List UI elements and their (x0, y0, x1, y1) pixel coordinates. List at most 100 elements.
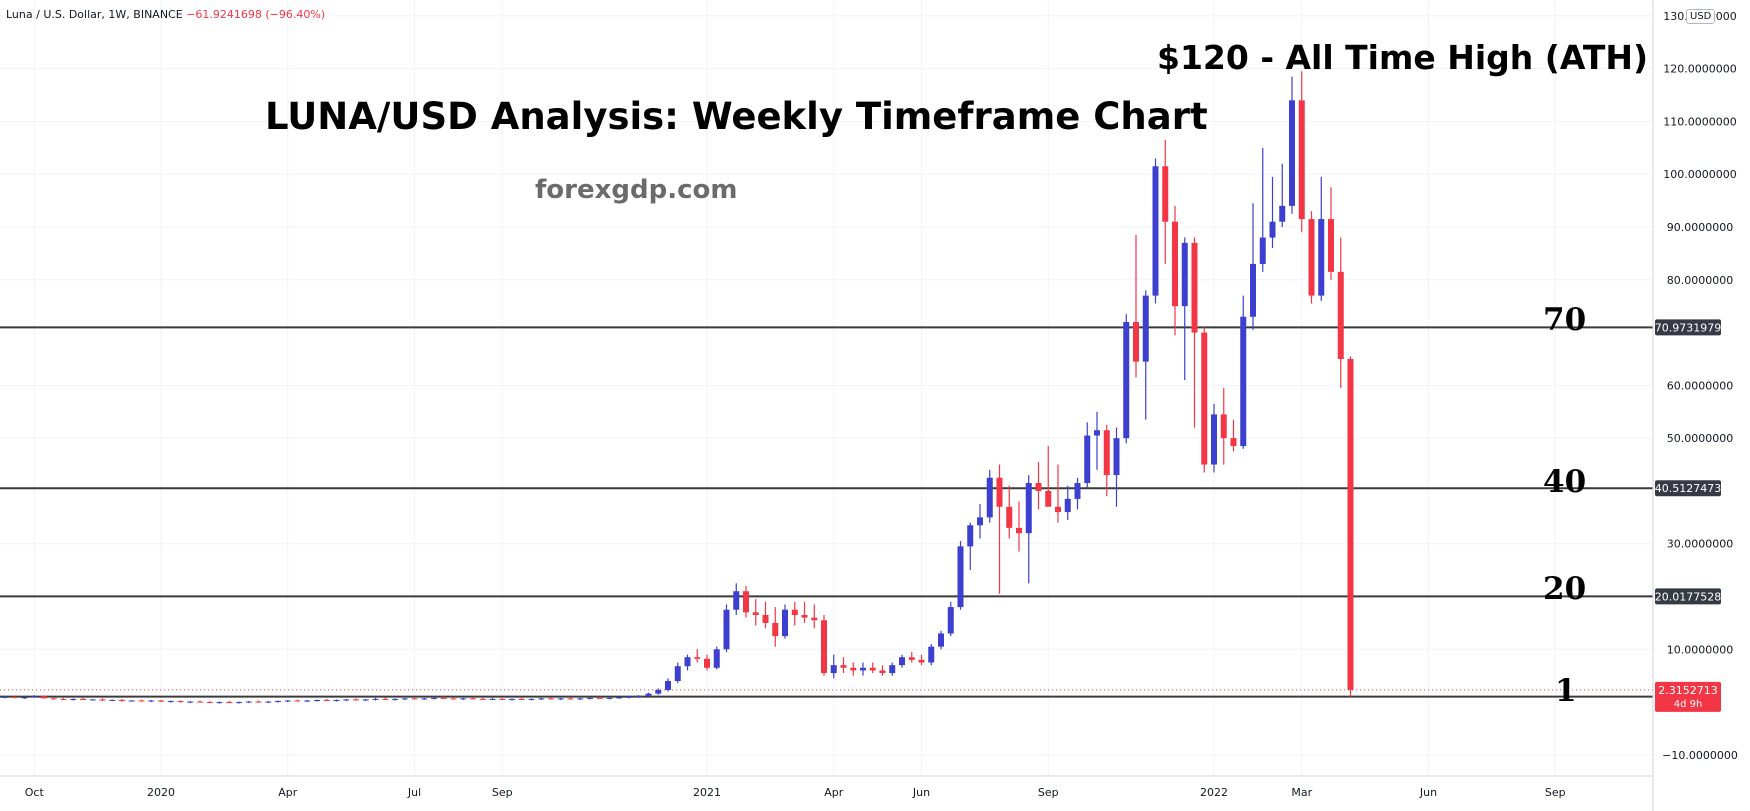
candle-body (840, 665, 847, 668)
candle-body (362, 699, 369, 701)
candle-body (791, 609, 798, 615)
last-price-badge-text: 2.3152713 (1658, 684, 1718, 697)
candle-body (655, 689, 662, 694)
candle-body (1337, 271, 1344, 359)
candle-body (811, 617, 818, 621)
candle-body (1064, 498, 1071, 513)
candle-body (986, 477, 993, 518)
candle-body (947, 607, 954, 634)
horizontal-levels (0, 326, 1653, 698)
price-tick-label: −10.0000000 (1662, 749, 1738, 762)
candle-body (1211, 414, 1217, 465)
level-price-badge-text: 70.9731979 (1655, 321, 1721, 334)
candle-body (704, 658, 710, 668)
candle-body (1142, 295, 1149, 362)
time-axis[interactable]: Oct 2020 Apr Jul Sep 2021 Apr Jun Sep 2022 Mar Jun S… (25, 786, 1566, 799)
candle-body (294, 700, 301, 702)
candle-body (1152, 166, 1159, 296)
candle-body (509, 698, 515, 700)
currency-badge[interactable]: USD (1686, 9, 1716, 24)
candle-body (1191, 242, 1198, 333)
price-badges: 70.973197940.512747320.01775281.02697812… (1655, 319, 1721, 712)
candle-body (743, 591, 749, 613)
price-axis[interactable]: 130.0000000120.0000000110.0000000100.000… (1662, 10, 1738, 762)
candle-body (1269, 221, 1276, 238)
candle-body (528, 698, 535, 700)
candle-body (1318, 219, 1325, 296)
candle-body (938, 633, 944, 647)
price-tick-label: 30.0000000 (1667, 538, 1733, 551)
candle-body (1055, 506, 1061, 513)
time-tick-label: 2022 (1200, 786, 1228, 799)
candle-body (801, 614, 808, 618)
candle-body (1162, 166, 1169, 222)
time-tick-label: Apr (278, 786, 298, 799)
candle-body (421, 698, 428, 700)
candle-body (50, 698, 57, 700)
time-tick-label: Oct (25, 786, 45, 799)
candle-body (830, 665, 837, 674)
candle-body (333, 699, 340, 701)
candle-body (616, 697, 623, 699)
candle-body (41, 696, 47, 699)
candle-body (158, 700, 164, 702)
candle-body (450, 698, 457, 700)
chart-title: LUNA/USD Analysis: Weekly Timeframe Char… (265, 95, 1208, 138)
candle-body (713, 649, 720, 668)
candle-body (645, 693, 652, 696)
candle-body (109, 699, 116, 701)
symbol-legend[interactable]: Luna / U.S. Dollar, 1W, BINANCE −61.9241… (6, 8, 325, 21)
candle-body (1006, 506, 1013, 528)
candle-body (343, 699, 350, 701)
price-tick-label: 50.0000000 (1667, 432, 1733, 445)
candle-body (128, 700, 135, 702)
price-tick-label: 80.0000000 (1667, 274, 1733, 287)
candle-body (1259, 237, 1266, 264)
candle-body (694, 657, 701, 659)
ath-annotation: $120 - All Time High (ATH) (1157, 38, 1649, 77)
countdown-text: 4d 9h (1674, 699, 1703, 710)
candle-body (606, 697, 613, 699)
level-70-label: 70 (1543, 302, 1587, 338)
candle-body (557, 698, 564, 700)
time-tick-label: Mar (1291, 786, 1312, 799)
candle-body (518, 698, 525, 700)
price-tick-label: 90.0000000 (1667, 221, 1733, 234)
candle-body (138, 700, 145, 702)
candle-body (587, 697, 593, 699)
candle-body (1094, 430, 1100, 436)
time-tick-label: Jun (912, 786, 930, 799)
candle-body (996, 477, 1003, 507)
candle-body (908, 657, 915, 660)
candle-body (255, 701, 262, 703)
candle-body (275, 701, 281, 703)
time-tick-label: Sep (1545, 786, 1566, 799)
candle-body (1279, 205, 1286, 222)
candle-body (977, 517, 983, 526)
candle-body (226, 702, 233, 704)
candle-body (167, 701, 174, 703)
candle-body (1289, 100, 1295, 206)
level-40-label: 40 (1543, 464, 1587, 500)
price-tick-label: 10.0000000 (1667, 643, 1733, 656)
candle-body (1308, 219, 1315, 296)
candle-body (665, 680, 671, 690)
candle-body (99, 699, 106, 701)
candle-body (265, 701, 272, 703)
candle-body (869, 667, 876, 671)
time-tick-label: 2021 (693, 786, 721, 799)
candle-body (1016, 527, 1022, 534)
candle-body (382, 698, 389, 700)
candle-body (236, 702, 242, 704)
candle-body (392, 698, 398, 700)
candle-body (1230, 438, 1237, 447)
candle-body (80, 698, 86, 700)
time-tick-label: Sep (492, 786, 513, 799)
candle-body (1045, 490, 1052, 507)
candle-body (1250, 263, 1256, 317)
level-price-badge (1655, 480, 1721, 497)
candle-body (187, 701, 194, 703)
candle-body (596, 697, 603, 699)
